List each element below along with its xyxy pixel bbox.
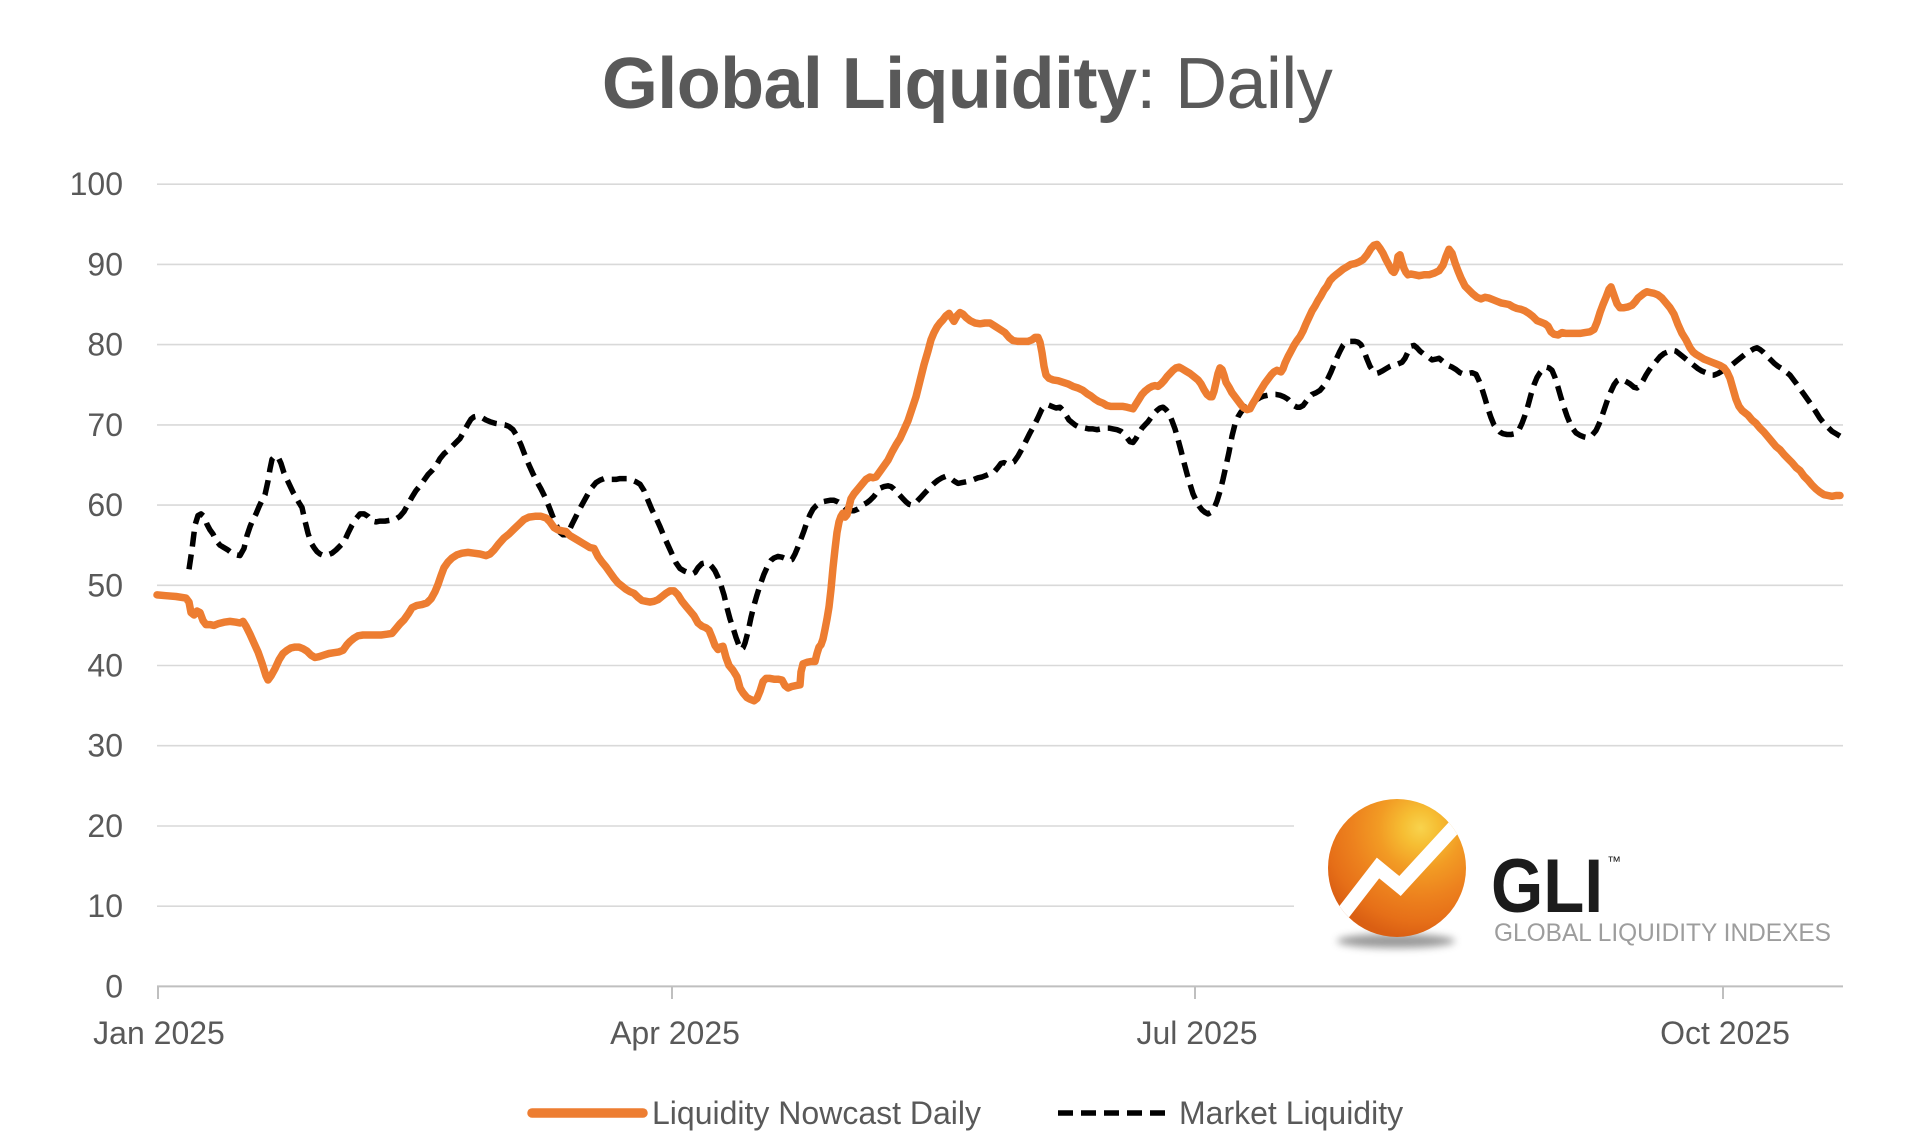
svg-text:Apr 2025: Apr 2025	[610, 1015, 740, 1051]
svg-text:Oct 2025: Oct 2025	[1660, 1015, 1790, 1051]
svg-text:Liquidity Nowcast Daily: Liquidity Nowcast Daily	[652, 1095, 981, 1131]
svg-text:10: 10	[87, 888, 123, 924]
svg-text:50: 50	[87, 567, 123, 603]
svg-text:40: 40	[87, 648, 123, 684]
svg-text:20: 20	[87, 808, 123, 844]
svg-text:Jul 2025: Jul 2025	[1137, 1015, 1258, 1051]
svg-text:Market Liquidity: Market Liquidity	[1179, 1095, 1403, 1131]
svg-text:0: 0	[105, 968, 123, 1004]
svg-text:90: 90	[87, 246, 123, 282]
svg-text:Jan 2025: Jan 2025	[93, 1015, 225, 1051]
svg-text:80: 80	[87, 327, 123, 363]
svg-text:70: 70	[87, 407, 123, 443]
svg-text:30: 30	[87, 728, 123, 764]
svg-text:100: 100	[70, 166, 123, 202]
svg-text:GLOBAL LIQUIDITY INDEXES: GLOBAL LIQUIDITY INDEXES	[1494, 919, 1831, 947]
svg-text:GLI: GLI	[1491, 844, 1603, 929]
svg-text:™: ™	[1607, 853, 1621, 869]
svg-text:Global Liquidity: Daily: Global Liquidity: Daily	[602, 44, 1333, 124]
svg-text:60: 60	[87, 487, 123, 523]
